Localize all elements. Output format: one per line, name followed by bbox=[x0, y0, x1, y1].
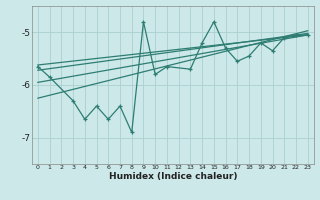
X-axis label: Humidex (Indice chaleur): Humidex (Indice chaleur) bbox=[108, 172, 237, 181]
